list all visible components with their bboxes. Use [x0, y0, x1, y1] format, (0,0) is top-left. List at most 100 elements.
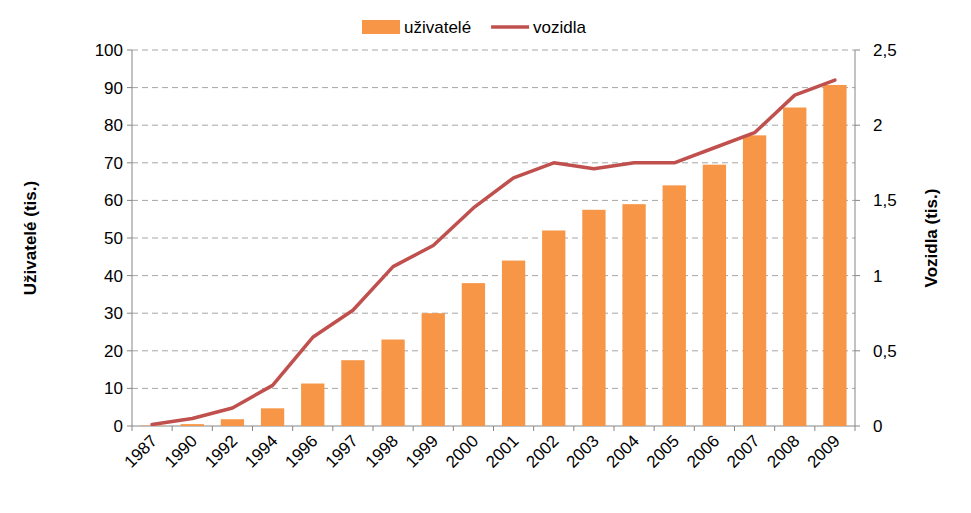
- bar: [542, 230, 565, 426]
- y2-tick: [855, 200, 860, 201]
- y-axis: [132, 50, 133, 426]
- bar: [381, 340, 404, 426]
- plot-area: [140, 80, 846, 426]
- x-tick: [614, 426, 615, 431]
- bar: [181, 424, 204, 426]
- x-tick-label: 1994: [241, 431, 281, 471]
- x-tick-label: 1996: [281, 431, 321, 471]
- bar: [663, 185, 686, 426]
- bar: [462, 283, 485, 426]
- bar: [783, 108, 806, 426]
- x-tick-label: 1992: [201, 431, 241, 471]
- y-tick: [127, 275, 132, 276]
- x-tick: [453, 426, 454, 431]
- y-tick: [127, 125, 132, 126]
- legend-label: uživatelé: [404, 18, 471, 37]
- x-tick: [654, 426, 655, 431]
- legend: uživatelé vozidla: [362, 18, 587, 37]
- x-tick-label: 2007: [723, 431, 763, 471]
- y-axis-title: Uživatelé (tis.): [21, 181, 40, 295]
- y-tick: [127, 87, 132, 88]
- y2-tick-label: 2: [873, 116, 882, 135]
- y2-tick-label: 2,5: [873, 41, 897, 60]
- line: [152, 80, 835, 424]
- x-tick: [172, 426, 173, 431]
- y-tick-label: 40: [104, 267, 123, 286]
- bar: [622, 204, 645, 426]
- x-tick: [734, 426, 735, 431]
- y-tick-label: 10: [104, 379, 123, 398]
- x-tick: [332, 426, 333, 431]
- x-tick-label: 1987: [121, 431, 161, 471]
- grid-line: [132, 125, 855, 126]
- y-tick-label: 100: [95, 41, 123, 60]
- x-tick-label: 2000: [442, 431, 482, 471]
- x-tick: [493, 426, 494, 431]
- y-tick-label: 70: [104, 154, 123, 173]
- legend-swatch: [491, 25, 529, 29]
- grid-line: [132, 50, 855, 51]
- y-tick-label: 80: [104, 116, 123, 135]
- y2-tick-label: 0,5: [873, 342, 897, 361]
- x-tick: [573, 426, 574, 431]
- bar: [743, 135, 766, 426]
- y-tick: [127, 238, 132, 239]
- x-tick-label: 2005: [643, 431, 683, 471]
- bar: [341, 360, 364, 426]
- x-tick-label: 2008: [763, 431, 803, 471]
- y-tick-label: 0: [114, 417, 123, 436]
- x-tick-label: 2003: [563, 431, 603, 471]
- y2-tick: [855, 350, 860, 351]
- x-tick: [533, 426, 534, 431]
- x-tick-label: 2001: [482, 431, 522, 471]
- y2-tick: [855, 125, 860, 126]
- y2-tick-label: 1,5: [873, 191, 897, 210]
- y-tick-label: 50: [104, 229, 123, 248]
- bar: [221, 419, 244, 426]
- y-tick: [127, 200, 132, 201]
- y2-tick: [855, 275, 860, 276]
- x-tick-label: 1990: [161, 431, 201, 471]
- y2-axis: [855, 50, 856, 426]
- x-tick: [814, 426, 815, 431]
- y2-tick: [855, 50, 860, 51]
- x-tick: [694, 426, 695, 431]
- y-tick-label: 20: [104, 342, 123, 361]
- y-tick-label: 30: [104, 304, 123, 323]
- x-tick-label: 1998: [362, 431, 402, 471]
- legend-label: vozidla: [533, 18, 586, 37]
- y2-tick: [855, 426, 860, 427]
- x-tick-label: 2004: [603, 431, 643, 471]
- x-tick: [373, 426, 374, 431]
- y-tick: [127, 388, 132, 389]
- bar: [703, 165, 726, 426]
- x-tick: [212, 426, 213, 431]
- y-tick-label: 60: [104, 191, 123, 210]
- x-tick: [292, 426, 293, 431]
- x-tick: [132, 426, 133, 431]
- y-tick: [127, 162, 132, 163]
- bar: [422, 313, 445, 426]
- y-tick: [127, 350, 132, 351]
- chart: 010203040506070809010000,511,522,5198719…: [0, 0, 971, 513]
- legend-swatch: [362, 20, 400, 34]
- y-tick: [127, 426, 132, 427]
- y2-axis-title: Vozidla (tis.): [922, 189, 941, 288]
- y-tick: [127, 313, 132, 314]
- bar: [301, 384, 324, 426]
- x-tick-label: 2009: [804, 431, 844, 471]
- x-tick: [774, 426, 775, 431]
- bar: [582, 210, 605, 426]
- chart-container: 010203040506070809010000,511,522,5198719…: [0, 0, 971, 513]
- bar: [502, 261, 525, 426]
- x-tick-label: 2002: [522, 431, 562, 471]
- bar: [823, 85, 846, 426]
- y2-tick-label: 1: [873, 267, 882, 286]
- x-tick-label: 1997: [322, 431, 362, 471]
- y-tick-label: 90: [104, 79, 123, 98]
- x-tick: [252, 426, 253, 431]
- x-tick: [413, 426, 414, 431]
- grid-line: [132, 87, 855, 88]
- y2-tick-label: 0: [873, 417, 882, 436]
- bar: [261, 408, 284, 426]
